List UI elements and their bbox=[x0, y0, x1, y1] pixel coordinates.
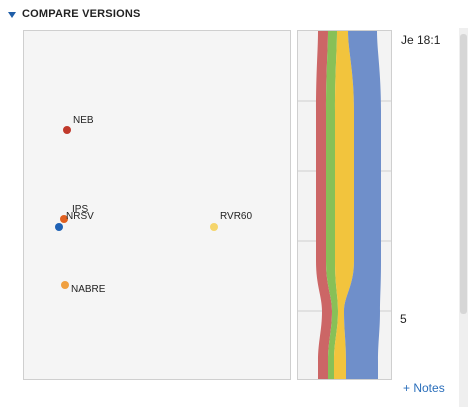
scrollbar-thumb[interactable] bbox=[460, 34, 467, 314]
flow-tick-label: 5 bbox=[400, 312, 407, 326]
flow-band-red bbox=[316, 31, 332, 379]
version-label-nabre: NABRE bbox=[71, 284, 106, 295]
flow-band-yellow bbox=[334, 31, 354, 379]
version-flow-chart[interactable] bbox=[297, 30, 392, 380]
version-point-nabre[interactable] bbox=[61, 281, 69, 289]
triangle-down-icon[interactable] bbox=[8, 12, 16, 18]
version-map-panel: NEB IPS NRSV RVR60 NABRE bbox=[23, 30, 291, 380]
version-point-nrsv[interactable] bbox=[55, 223, 63, 231]
flow-band-blue bbox=[344, 31, 381, 379]
version-label-nrsv: NRSV bbox=[66, 211, 94, 222]
flow-bands-svg bbox=[298, 31, 391, 379]
version-point-neb[interactable] bbox=[63, 126, 71, 134]
add-notes-link[interactable]: + Notes bbox=[403, 381, 445, 395]
reference-label: Je 18:1 bbox=[401, 33, 441, 47]
scrollbar[interactable] bbox=[459, 28, 468, 407]
version-label-neb: NEB bbox=[73, 115, 94, 126]
version-label-rvr60: RVR60 bbox=[220, 211, 253, 222]
section-header[interactable]: COMPARE VERSIONS bbox=[0, 0, 468, 28]
version-point-rvr60[interactable] bbox=[210, 223, 218, 231]
version-label-ips: IPS bbox=[72, 204, 89, 215]
version-point-ips[interactable] bbox=[60, 215, 68, 223]
section-title: COMPARE VERSIONS bbox=[22, 8, 141, 20]
